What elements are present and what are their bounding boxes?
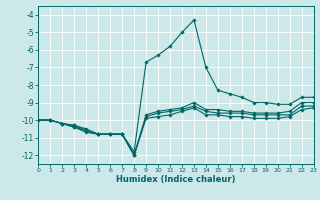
X-axis label: Humidex (Indice chaleur): Humidex (Indice chaleur) — [116, 175, 236, 184]
